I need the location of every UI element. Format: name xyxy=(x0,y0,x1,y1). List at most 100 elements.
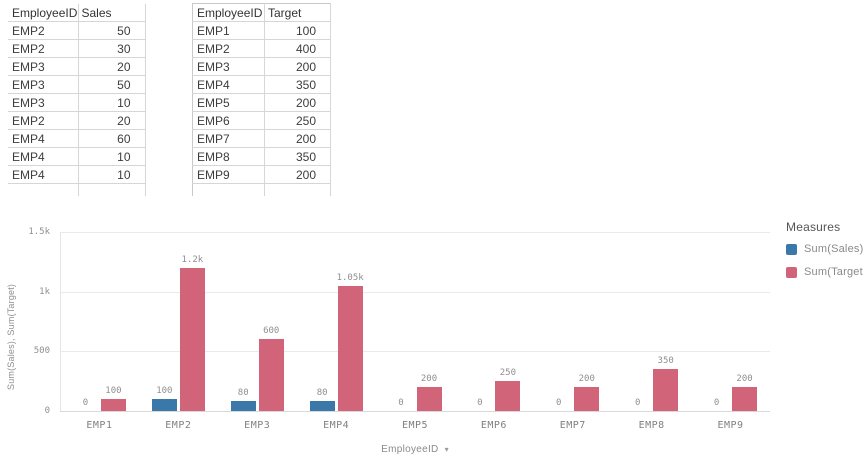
bar-target-emp2[interactable] xyxy=(179,268,205,411)
x-tick-label-emp8: EMP8 xyxy=(638,420,665,431)
y-tick-label: 1.5k xyxy=(28,227,50,237)
y-tick-label: 1k xyxy=(39,287,50,297)
x-axis-title[interactable]: EmployeeID ▾ xyxy=(381,444,449,455)
table-cell[interactable]: EMP1 xyxy=(192,21,265,40)
legend-item-sales[interactable]: Sum(Sales) xyxy=(786,243,863,255)
legend-items: Sum(Sales) Sum(Target) xyxy=(786,243,863,278)
column-header-employeeid: EmployeeID xyxy=(8,4,79,22)
legend-swatch-icon xyxy=(786,243,797,255)
table-cell[interactable]: EMP9 xyxy=(192,165,265,184)
table-header-row: EmployeeID Sales xyxy=(8,4,146,22)
column-header-target: Target xyxy=(264,3,331,22)
table-row: EMP3 20 xyxy=(8,57,146,76)
sales-table-body: EMP2 50 EMP2 30 EMP3 20 EMP3 50 EMP3 10 EMP2 20 EMP4… xyxy=(8,21,146,196)
table-empty-cell xyxy=(8,183,79,196)
table-cell[interactable]: 10 xyxy=(78,93,146,112)
bar-sales-emp4[interactable] xyxy=(309,401,335,411)
value-label-target-emp1: 100 xyxy=(105,386,122,396)
table-row: EMP1 100 xyxy=(192,21,331,40)
value-label-sales-emp3: 80 xyxy=(237,388,249,398)
table-cell[interactable]: 350 xyxy=(264,147,331,166)
legend-item-label: Sum(Target) xyxy=(804,266,863,278)
table-row: EMP3 50 xyxy=(8,75,146,94)
value-label-sales-emp5: 0 xyxy=(398,398,404,408)
table-cell[interactable]: 50 xyxy=(78,75,146,94)
x-axis-title-label: EmployeeID xyxy=(381,444,439,455)
value-label-target-emp4: 1.05k xyxy=(336,273,364,283)
bar-sales-emp3[interactable] xyxy=(230,401,256,411)
table-cell[interactable]: EMP3 xyxy=(8,57,79,76)
table-row: EMP4 10 xyxy=(8,165,146,184)
table-cell[interactable]: 200 xyxy=(264,165,331,184)
bar-target-emp9[interactable] xyxy=(732,387,758,411)
bar-target-emp7[interactable] xyxy=(574,387,600,411)
value-label-sales-emp9: 0 xyxy=(713,398,720,408)
legend-item-label: Sum(Sales) xyxy=(804,243,863,255)
value-label-target-emp3: 600 xyxy=(263,326,280,336)
table-cell[interactable]: EMP6 xyxy=(192,111,265,130)
table-row: EMP7 200 xyxy=(192,129,331,148)
gridline xyxy=(60,351,770,352)
legend: Measures Sum(Sales) Sum(Target) xyxy=(786,220,863,289)
bar-target-emp1[interactable] xyxy=(100,399,126,411)
table-row: EMP5 200 xyxy=(192,93,331,112)
bar-target-emp6[interactable] xyxy=(495,381,521,411)
value-label-target-emp5: 200 xyxy=(420,374,438,384)
y-tick-label: 500 xyxy=(33,346,50,356)
table-row: EMP4 350 xyxy=(192,75,331,94)
table-cell[interactable]: EMP4 xyxy=(192,75,265,94)
table-header-row: EmployeeID Target xyxy=(192,3,331,22)
table-cell[interactable]: 60 xyxy=(78,129,146,148)
bar-target-emp3[interactable] xyxy=(258,339,284,411)
x-tick-label-emp3: EMP3 xyxy=(244,420,271,431)
bar-sales-emp2[interactable] xyxy=(151,399,177,411)
table-cell[interactable]: 20 xyxy=(78,111,146,130)
target-table-header: EmployeeID Target xyxy=(192,3,331,22)
table-cell[interactable]: 20 xyxy=(78,57,146,76)
table-row: EMP8 350 xyxy=(192,147,331,166)
value-label-sales-emp6: 0 xyxy=(477,398,483,408)
table-cell[interactable]: EMP8 xyxy=(192,147,265,166)
table-cell[interactable]: 250 xyxy=(264,111,331,130)
table-row: EMP3 10 xyxy=(8,93,146,112)
table-cell[interactable]: EMP3 xyxy=(8,93,79,112)
table-cell[interactable]: EMP2 xyxy=(8,21,79,40)
table-cell[interactable]: EMP3 xyxy=(192,57,265,76)
table-cell[interactable]: 50 xyxy=(78,21,146,40)
table-cell[interactable]: EMP4 xyxy=(8,165,79,184)
table-cell[interactable]: 200 xyxy=(264,129,331,148)
column-header-sales: Sales xyxy=(78,4,146,22)
table-cell[interactable]: 400 xyxy=(264,39,331,58)
table-row: EMP4 60 xyxy=(8,129,146,148)
x-tick-label-emp5: EMP5 xyxy=(401,420,429,431)
value-label-target-emp8: 350 xyxy=(657,356,674,366)
table-cell[interactable]: 200 xyxy=(264,93,331,112)
legend-item-target[interactable]: Sum(Target) xyxy=(786,266,863,278)
table-row: EMP2 30 xyxy=(8,39,146,58)
table-cell[interactable]: EMP2 xyxy=(8,39,79,58)
table-cell[interactable]: 30 xyxy=(78,39,146,58)
bar-target-emp4[interactable] xyxy=(337,286,363,411)
x-tick-label-emp6: EMP6 xyxy=(480,420,507,431)
data-tables: EmployeeID Sales EMP2 50 EMP2 30 EMP3 20 EMP3 50… xyxy=(0,0,863,210)
table-cell[interactable]: EMP4 xyxy=(8,129,79,148)
bar-target-emp5[interactable] xyxy=(416,387,442,411)
bar-target-emp8[interactable] xyxy=(653,369,679,411)
table-cell[interactable]: EMP7 xyxy=(192,129,265,148)
table-cell[interactable]: EMP2 xyxy=(192,39,265,58)
table-cell[interactable]: 100 xyxy=(264,21,331,40)
table-cell[interactable]: EMP5 xyxy=(192,93,265,112)
table-cell[interactable]: 10 xyxy=(78,165,146,184)
plot-area: 0 500 1k 1.5k 0 100 EMP1 100 1.2k EMP2 80 600 EMP3 80… xyxy=(0,218,863,470)
table-cell[interactable]: EMP3 xyxy=(8,75,79,94)
sales-table-header: EmployeeID Sales xyxy=(8,4,146,22)
x-tick-label-emp9: EMP9 xyxy=(717,420,744,431)
table-empty-cell xyxy=(192,183,265,196)
table-cell[interactable]: 200 xyxy=(264,57,331,76)
x-tick-label-emp2: EMP2 xyxy=(165,420,192,431)
table-cell[interactable]: EMP2 xyxy=(8,111,79,130)
table-cell[interactable]: 10 xyxy=(78,147,146,166)
table-cell[interactable]: EMP4 xyxy=(8,147,79,166)
table-cell[interactable]: 350 xyxy=(264,75,331,94)
sales-table: EmployeeID Sales EMP2 50 EMP2 30 EMP3 20 EMP3 50… xyxy=(8,4,146,196)
